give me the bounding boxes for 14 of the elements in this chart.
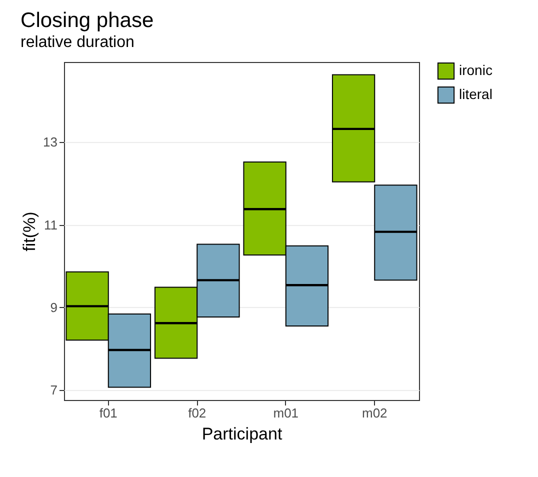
y-tick-label: 9 — [50, 300, 58, 315]
legend-label: literal — [459, 86, 492, 102]
y-tick-label: 7 — [50, 382, 58, 398]
x-tick-label: m02 — [362, 406, 388, 420]
legend-label: ironic — [459, 62, 492, 78]
y-axis-title: fit(%) — [20, 212, 40, 252]
x-tick-label: m01 — [273, 406, 299, 420]
chart-subtitle: relative duration — [20, 34, 134, 51]
x-tick-label: f02 — [188, 406, 206, 420]
chart-title: Closing phase — [20, 9, 154, 32]
y-tick-label: 13 — [43, 134, 58, 150]
y-tick-label: 11 — [44, 217, 58, 232]
x-tick-label: f01 — [99, 406, 118, 420]
x-axis-title: Participant — [202, 424, 282, 444]
